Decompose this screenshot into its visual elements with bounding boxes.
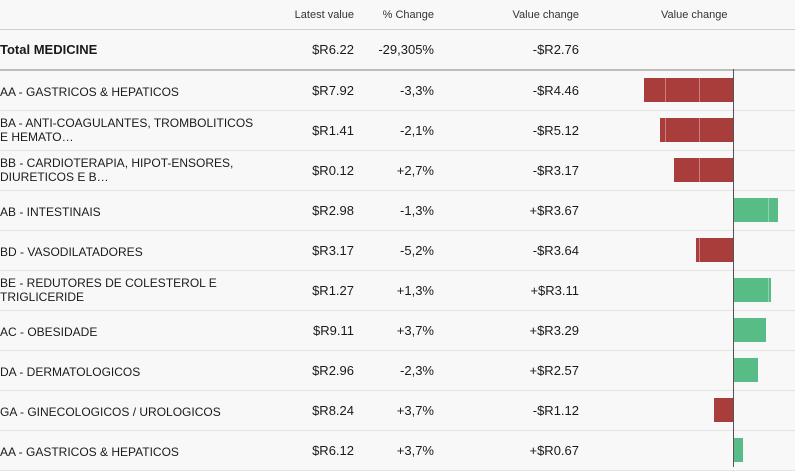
row-pct-change: -5,2% [400,243,434,258]
row-latest-value: $R7.92 [312,83,354,98]
row-value-change: -$R1.12 [532,403,579,418]
table-body: AA - GASTRICOS & HEPATICOS $R7.92 -3,3% -$R… [0,71,795,471]
table-row[interactable]: AA - GASTRICOS & HEPATICOS $R7.92 -3,3% -$R… [0,71,795,111]
table-row[interactable]: BB - CARDIOTERAPIA, HIPOT-ENSORES, DIURE… [0,151,795,191]
row-value-change: -$R5.12 [532,123,579,138]
table-row[interactable]: AC - OBESIDADE $R9.11 +3,7% +$R3.29 [0,311,795,351]
positive-change-bar[interactable] [734,358,758,382]
row-latest-value: $R6.12 [312,443,354,458]
bar-segment-divider [768,198,769,222]
row-name: AB - INTESTINAIS [0,205,101,219]
row-name: BE - REDUTORES DE COLESTEROL E TRIGLICER… [0,276,217,304]
bar-segment-divider [699,238,700,262]
row-value-change: +$R2.57 [529,363,579,378]
header-value-change[interactable]: Value change [512,9,579,21]
total-latest: $R6.22 [312,42,354,57]
row-latest-value: $R9.11 [313,323,354,338]
row-pct-change: +2,7% [396,163,434,178]
total-value-change: -$R2.76 [532,42,579,57]
bar-segment-divider [699,158,700,182]
row-value-change: -$R3.17 [532,163,579,178]
row-pct-change: +1,3% [396,283,434,298]
table-row[interactable]: GA - GINECOLOGICOS / UROLOGICOS $R8.24 +3,… [0,391,795,431]
positive-change-bar[interactable] [734,318,766,342]
row-latest-value: $R2.98 [312,203,354,218]
positive-change-bar[interactable] [734,198,778,222]
bar-segment-divider [699,118,700,142]
table-row[interactable]: BE - REDUTORES DE COLESTEROL E TRIGLICER… [0,271,795,311]
bar-segment-divider [699,78,700,102]
negative-change-bar[interactable] [714,398,733,422]
negative-change-bar[interactable] [696,238,733,262]
table-header: Latest value % Change Value change Value… [0,0,795,30]
row-value-change: +$R3.29 [529,323,579,338]
row-value-change: +$R0.67 [529,443,579,458]
header-chart-value-change[interactable]: Value change [661,9,728,21]
negative-change-bar[interactable] [660,118,733,142]
bar-segment-divider [665,118,666,142]
row-pct-change: -1,3% [400,203,434,218]
negative-change-bar[interactable] [644,78,733,102]
row-pct-change: +3,7% [396,323,434,338]
bar-segment-divider [768,278,769,302]
table-row[interactable]: BD - VASODILATADORES $R3.17 -5,2% -$R3.64 [0,231,795,271]
table-row[interactable]: DA - DERMATOLOGICOS $R2.96 -2,3% +$R2.57 [0,351,795,391]
row-name: GA - GINECOLOGICOS / UROLOGICOS [0,405,221,419]
row-name: BD - VASODILATADORES [0,245,143,259]
row-pct-change: +3,7% [396,403,434,418]
row-value-change: -$R3.64 [532,243,579,258]
row-name: BB - CARDIOTERAPIA, HIPOT-ENSORES, DIURE… [0,156,234,184]
row-pct-change: -2,1% [400,123,434,138]
table-row[interactable]: BA - ANTI-COAGULANTES, TROMBOLITICOS E H… [0,111,795,151]
row-pct-change: -2,3% [400,363,434,378]
positive-change-bar[interactable] [734,438,743,462]
total-name: Total MEDICINE [0,42,98,57]
total-row: Total MEDICINE $R6.22 -29,305% -$R2.76 [0,30,795,71]
positive-change-bar[interactable] [734,278,771,302]
row-value-change: +$R3.11 [530,283,579,298]
header-pct-change[interactable]: % Change [382,9,434,21]
row-latest-value: $R2.96 [312,363,354,378]
row-latest-value: $R8.24 [312,403,354,418]
row-name: AA - GASTRICOS & HEPATICOS [0,85,179,99]
chart-zero-axis [733,69,734,467]
negative-change-bar[interactable] [674,158,733,182]
table-row[interactable]: AA - GASTRICOS & HEPATICOS $R6.12 +3,7% +$R… [0,431,795,471]
row-latest-value: $R1.27 [312,283,354,298]
row-latest-value: $R1.41 [312,123,354,138]
bar-segment-divider [665,78,666,102]
row-latest-value: $R0.12 [312,163,354,178]
row-name: BA - ANTI-COAGULANTES, TROMBOLITICOS E H… [0,116,254,144]
total-pct: -29,305% [378,42,434,57]
header-latest-value[interactable]: Latest value [294,9,354,21]
row-latest-value: $R3.17 [312,243,354,258]
row-pct-change: +3,7% [396,443,434,458]
row-pct-change: -3,3% [400,83,434,98]
row-name: DA - DERMATOLOGICOS [0,365,141,379]
table-row[interactable]: AB - INTESTINAIS $R2.98 -1,3% +$R3.67 [0,191,795,231]
row-value-change: -$R4.46 [532,83,579,98]
row-name: AA - GASTRICOS & HEPATICOS [0,445,179,459]
row-value-change: +$R3.67 [529,203,579,218]
row-name: AC - OBESIDADE [0,325,98,339]
